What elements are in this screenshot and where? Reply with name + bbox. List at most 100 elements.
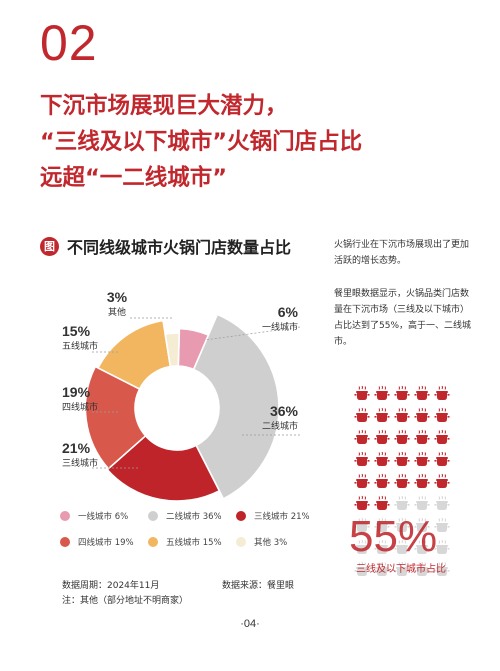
chart-title: 不同线级城市火锅门店数量占比 [67, 238, 292, 257]
label-tier2-pct: 36% [269, 403, 298, 419]
hotpot-icon [432, 450, 452, 468]
legend-label: 二线城市 36% [166, 512, 222, 522]
chart-header: 图 不同线级城市火锅门店数量占比 [40, 234, 291, 258]
legend-swatch [236, 511, 246, 521]
legend-label: 五线城市 15% [166, 538, 222, 548]
hotpot-icon [412, 472, 432, 490]
legend-item-tier5: 五线城市 15% [148, 536, 236, 548]
headline-line-2: “三线及以下城市”火锅门店占比 [40, 129, 363, 155]
hotpot-icon [412, 428, 432, 446]
side-paragraph-1: 火锅行业在下沉市场展现出了更加活跃的增长态势。 [334, 240, 470, 266]
label-tier1: 6% 一线城市 [258, 304, 298, 333]
label-tier5-name: 五线城市 [62, 342, 99, 352]
label-tier3-name: 三线城市 [62, 459, 99, 469]
donut-slice-tier2 [192, 313, 280, 500]
page-number: ·04· [240, 618, 260, 630]
legend-swatch [148, 537, 158, 547]
hotpot-icon [372, 472, 392, 490]
side-paragraph-2: 餐里眼数据显示，火锅品类门店数量在下沉市场（三线及以下城市）占比达到了55%，高… [334, 289, 472, 347]
hotpot-icon [372, 384, 392, 402]
hotpot-icon [352, 494, 372, 512]
chart-legend: 一线城市 6% 二线城市 36% 三线城市 21% 四线城市 19% 五线城市 … [60, 510, 320, 548]
hotpot-icon [352, 472, 372, 490]
label-other-name: 其他 [107, 308, 126, 318]
label-tier5-pct: 15% [62, 323, 91, 339]
legend-label: 一线城市 6% [78, 512, 129, 522]
hotpot-icon [352, 516, 372, 534]
legend-swatch [60, 537, 70, 547]
hotpot-icon [372, 406, 392, 424]
chart-badge-icon: 图 [40, 236, 59, 256]
legend-item-other: 其他 3% [236, 536, 320, 548]
donut-slices [84, 313, 280, 502]
donut-slice-other [164, 332, 181, 368]
hotpot-icon [412, 450, 432, 468]
hotpot-icon-grid [352, 384, 452, 578]
hotpot-icon [392, 494, 412, 512]
hotpot-icon [432, 406, 452, 424]
label-tier4-name: 四线城市 [62, 403, 99, 413]
section-number: 02 [40, 15, 98, 71]
hotpot-icon [432, 560, 452, 578]
legend-label: 三线城市 21% [254, 512, 310, 522]
hotpot-icon [372, 516, 392, 534]
footer-note: 注：其他（部分地址不明商家） [62, 596, 189, 606]
label-tier2: 36% 二线城市 [254, 403, 298, 432]
hotpot-icon [412, 494, 432, 512]
hotpot-icon [372, 494, 392, 512]
hotpot-icon [372, 560, 392, 578]
donut-slice-tier3 [106, 434, 221, 502]
hotpot-icon [392, 406, 412, 424]
hotpot-icon [372, 428, 392, 446]
legend-label: 四线城市 19% [78, 538, 134, 548]
hotpot-icon [432, 494, 452, 512]
label-tier3: 21% 三线城市 [62, 440, 98, 469]
donut-slice-tier5 [96, 319, 172, 391]
donut-slice-tier4 [84, 365, 147, 470]
hotpot-icon [392, 538, 412, 556]
label-other: 3% 其他 [104, 289, 130, 318]
label-tier1-name: 一线城市 [261, 323, 298, 333]
hotpot-icon [412, 516, 432, 534]
legend-item-tier1: 一线城市 6% [60, 510, 148, 522]
label-tier4: 19% 四线城市 [62, 384, 98, 413]
legend-swatch [60, 511, 70, 521]
label-tier3-pct: 21% [62, 440, 91, 456]
hotpot-icon [372, 450, 392, 468]
hotpot-icon [432, 516, 452, 534]
hotpot-icon [352, 450, 372, 468]
hotpot-icon [352, 428, 372, 446]
hotpot-icon [432, 384, 452, 402]
legend-item-tier2: 二线城市 36% [148, 510, 236, 522]
hotpot-icon [392, 450, 412, 468]
legend-item-tier3: 三线城市 21% [236, 510, 320, 522]
hotpot-icon [392, 428, 412, 446]
hotpot-icon [392, 560, 412, 578]
legend-label: 其他 3% [254, 538, 288, 548]
legend-swatch [148, 511, 158, 521]
hotpot-icon [412, 406, 432, 424]
hotpot-icon [392, 472, 412, 490]
headline: 下沉市场展现巨大潜力， “三线及以下城市”火锅门店占比 远超“一二线城市” [40, 88, 480, 196]
hotpot-icon [352, 560, 372, 578]
legend-swatch [236, 537, 246, 547]
label-tier5: 15% 五线城市 [62, 323, 98, 352]
headline-line-1: 下沉市场展现巨大潜力， [40, 93, 288, 119]
hotpot-icon [412, 560, 432, 578]
hotpot-icon [432, 428, 452, 446]
hotpot-icon [412, 538, 432, 556]
headline-line-3: 远超“一二线城市” [40, 165, 228, 191]
data-source: 数据来源：餐里眼 [222, 581, 295, 591]
hotpot-icon [392, 384, 412, 402]
label-tier2-name: 二线城市 [261, 422, 298, 432]
data-period: 数据周期：2024年11月 [62, 581, 160, 591]
label-other-pct: 3% [106, 289, 128, 305]
hotpot-icon [352, 406, 372, 424]
highlight-percentage: 55% [349, 512, 438, 561]
hotpot-icon [372, 538, 392, 556]
label-leader-lines [92, 317, 301, 469]
hotpot-icon [432, 538, 452, 556]
legend-item-tier4: 四线城市 19% [60, 536, 148, 548]
hotpot-icon [412, 384, 432, 402]
